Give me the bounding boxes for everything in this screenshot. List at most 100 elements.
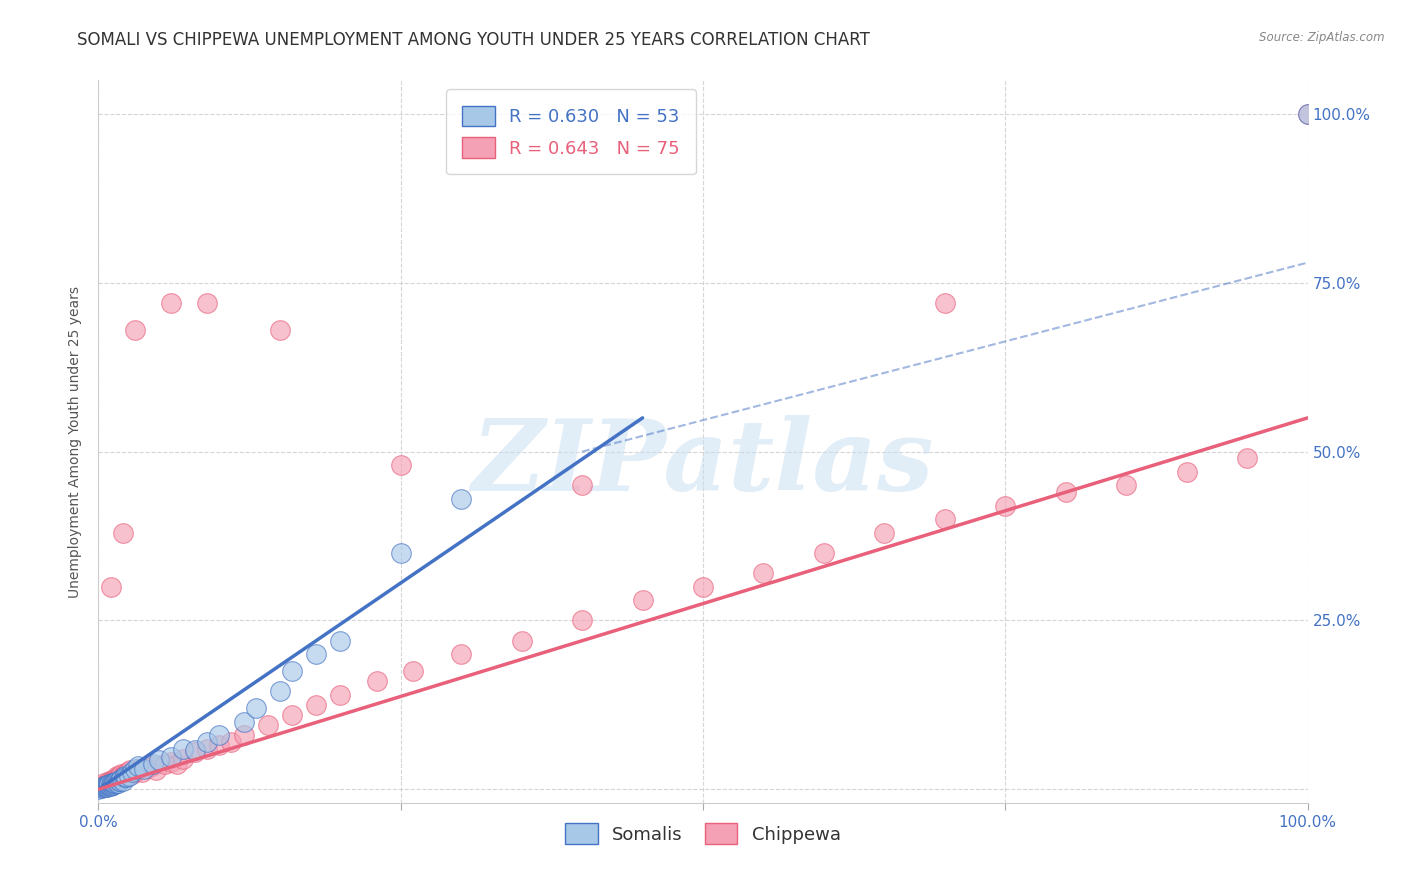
Point	[103, 775, 125, 789]
Point	[100, 777, 122, 791]
Point	[134, 762, 156, 776]
Point	[96, 780, 118, 794]
Point	[87, 780, 110, 795]
Point	[124, 762, 146, 776]
Point	[93, 778, 115, 792]
Point	[160, 296, 183, 310]
Text: SOMALI VS CHIPPEWA UNEMPLOYMENT AMONG YOUTH UNDER 25 YEARS CORRELATION CHART: SOMALI VS CHIPPEWA UNEMPLOYMENT AMONG YO…	[77, 31, 870, 49]
Point	[232, 714, 254, 729]
Point	[142, 756, 165, 771]
Point	[94, 780, 117, 795]
Point	[305, 698, 328, 712]
Point	[1115, 478, 1137, 492]
Point	[105, 772, 128, 786]
Point	[245, 701, 267, 715]
Point	[103, 772, 125, 787]
Point	[87, 782, 110, 797]
Point	[131, 765, 153, 780]
Point	[97, 778, 120, 792]
Point	[148, 753, 170, 767]
Point	[100, 779, 122, 793]
Point	[114, 766, 136, 780]
Point	[184, 745, 207, 759]
Point	[98, 774, 121, 789]
Point	[107, 775, 129, 789]
Point	[101, 775, 124, 789]
Point	[692, 580, 714, 594]
Point	[115, 770, 138, 784]
Point	[91, 780, 114, 795]
Point	[135, 761, 157, 775]
Point	[112, 770, 135, 784]
Point	[873, 525, 896, 540]
Point	[107, 772, 129, 786]
Point	[98, 777, 121, 791]
Point	[101, 778, 124, 792]
Point	[100, 773, 122, 788]
Point	[111, 525, 134, 540]
Point	[752, 566, 775, 581]
Point	[166, 756, 188, 771]
Point	[232, 728, 254, 742]
Point	[510, 633, 533, 648]
Point	[100, 776, 122, 790]
Point	[101, 773, 124, 788]
Point	[118, 764, 141, 778]
Point	[93, 780, 115, 794]
Point	[329, 633, 352, 648]
Text: ZIPatlas: ZIPatlas	[472, 415, 934, 511]
Point	[813, 546, 835, 560]
Point	[94, 779, 117, 793]
Y-axis label: Unemployment Among Youth under 25 years: Unemployment Among Youth under 25 years	[69, 285, 83, 598]
Point	[141, 758, 163, 772]
Point	[108, 774, 131, 789]
Point	[98, 777, 121, 791]
Point	[105, 769, 128, 783]
Point	[934, 296, 956, 310]
Point	[91, 779, 114, 793]
Point	[104, 776, 127, 790]
Point	[100, 778, 122, 792]
Point	[934, 512, 956, 526]
Point	[631, 593, 654, 607]
Point	[172, 741, 194, 756]
Point	[172, 752, 194, 766]
Legend: Somalis, Chippewa: Somalis, Chippewa	[558, 816, 848, 852]
Point	[1054, 485, 1077, 500]
Point	[195, 741, 218, 756]
Point	[103, 777, 125, 791]
Point	[450, 491, 472, 506]
Point	[153, 756, 176, 771]
Point	[98, 778, 121, 792]
Point	[111, 773, 134, 788]
Point	[184, 743, 207, 757]
Point	[571, 478, 593, 492]
Point	[329, 688, 352, 702]
Point	[269, 684, 291, 698]
Point	[114, 769, 136, 783]
Point	[145, 764, 167, 778]
Point	[108, 773, 131, 788]
Point	[96, 778, 118, 792]
Point	[281, 708, 304, 723]
Point	[93, 775, 115, 789]
Point	[105, 775, 128, 789]
Text: Source: ZipAtlas.com: Source: ZipAtlas.com	[1260, 31, 1385, 45]
Point	[366, 674, 388, 689]
Point	[389, 546, 412, 560]
Point	[110, 767, 132, 781]
Point	[110, 772, 132, 787]
Point	[281, 664, 304, 678]
Point	[402, 664, 425, 678]
Point	[105, 774, 128, 789]
Point	[160, 756, 183, 770]
Point	[111, 769, 134, 783]
Point	[124, 765, 146, 780]
Point	[389, 458, 412, 472]
Point	[96, 778, 118, 792]
Point	[1296, 107, 1319, 121]
Point	[100, 580, 122, 594]
Point	[571, 614, 593, 628]
Point	[100, 774, 122, 789]
Point	[97, 778, 120, 792]
